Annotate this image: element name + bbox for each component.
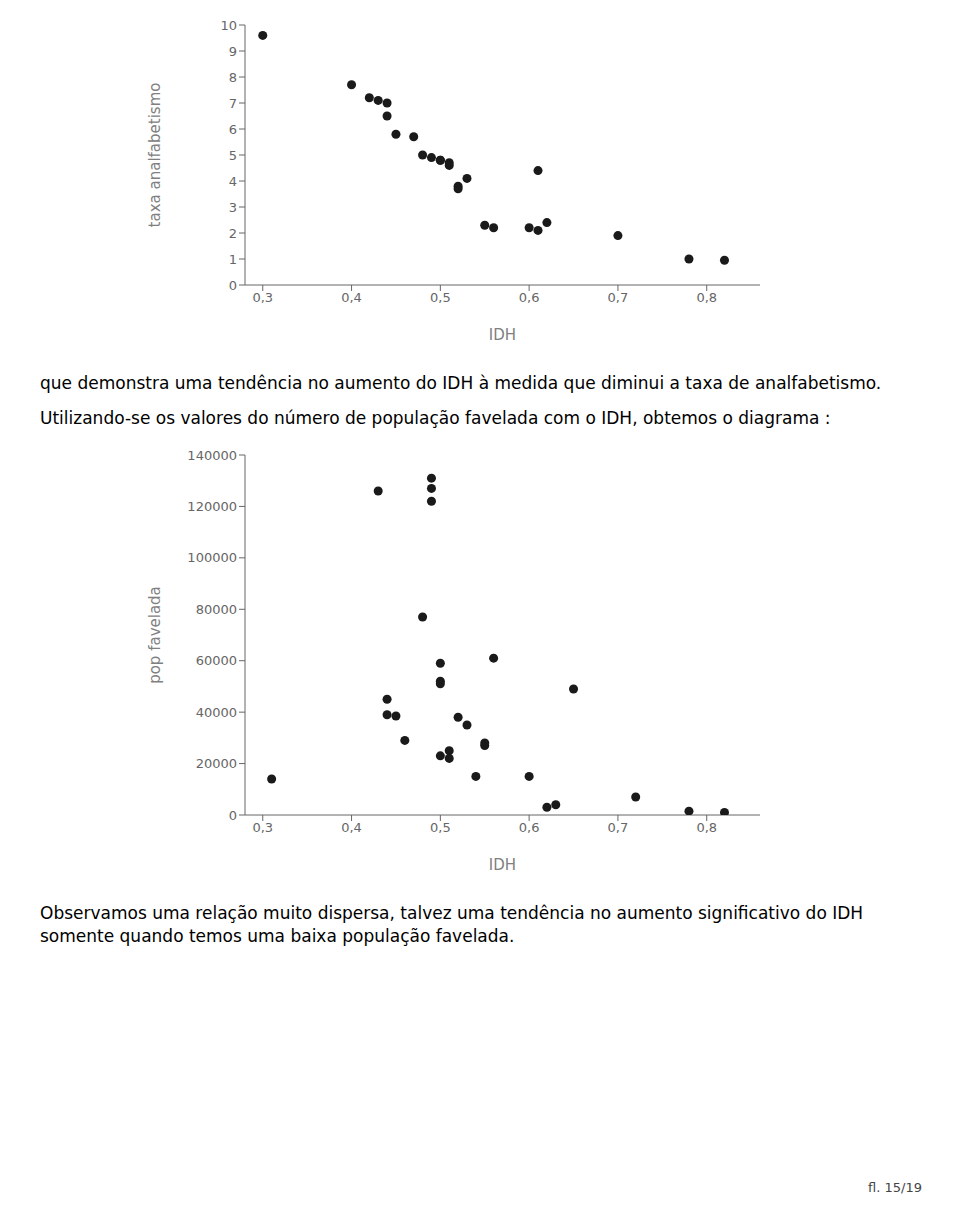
html-text:Observamos uma relação muito d: Observamos uma relação muito dispersa, t… [40, 902, 864, 946]
svg-text:10: 10 [220, 18, 237, 33]
svg-text:pop favelada: pop favelada [146, 586, 164, 684]
html-text:Utilizando-se os valores do nú: Utilizando-se os valores do número de po… [40, 407, 831, 428]
svg-text:20000: 20000 [196, 756, 237, 771]
svg-text:0,8: 0,8 [696, 820, 717, 835]
svg-text:60000: 60000 [196, 653, 237, 668]
svg-text:0,8: 0,8 [696, 290, 717, 305]
svg-text:3: 3 [229, 200, 237, 215]
svg-text:0,7: 0,7 [608, 290, 629, 305]
svg-text:0,5: 0,5 [430, 290, 451, 305]
svg-text:0,3: 0,3 [252, 820, 273, 835]
svg-text:40000: 40000 [196, 705, 237, 720]
svg-text:0: 0 [229, 807, 237, 822]
svg-text:0,5: 0,5 [430, 820, 451, 835]
svg-text:0,6: 0,6 [519, 820, 540, 835]
svg-text:140000: 140000 [187, 447, 237, 462]
html-text:fl. 15/19: fl. 15/19 [868, 1180, 922, 1195]
svg-text:9: 9 [229, 44, 237, 59]
svg-text:taxa analfabetismo: taxa analfabetismo [146, 83, 164, 228]
svg-text:5: 5 [229, 148, 237, 163]
svg-text:0,3: 0,3 [252, 290, 273, 305]
svg-text:2: 2 [229, 226, 237, 241]
html-text:que demonstra uma tendência no: que demonstra uma tendência no aumento d… [40, 373, 882, 393]
svg-text:4: 4 [229, 174, 237, 189]
svg-text:0,7: 0,7 [608, 820, 629, 835]
svg-text:0,6: 0,6 [519, 290, 540, 305]
svg-text:IDH: IDH [489, 326, 516, 344]
svg-text:120000: 120000 [187, 499, 237, 514]
svg-text:0: 0 [229, 278, 237, 293]
svg-text:7: 7 [229, 96, 237, 111]
svg-text:0,4: 0,4 [341, 290, 362, 305]
svg-text:6: 6 [229, 122, 237, 137]
svg-text:100000: 100000 [187, 550, 237, 565]
svg-text:IDH: IDH [489, 856, 516, 874]
svg-text:1: 1 [229, 252, 237, 267]
svg-text:0,4: 0,4 [341, 820, 362, 835]
svg-text:8: 8 [229, 70, 237, 85]
svg-text:80000: 80000 [196, 602, 237, 617]
